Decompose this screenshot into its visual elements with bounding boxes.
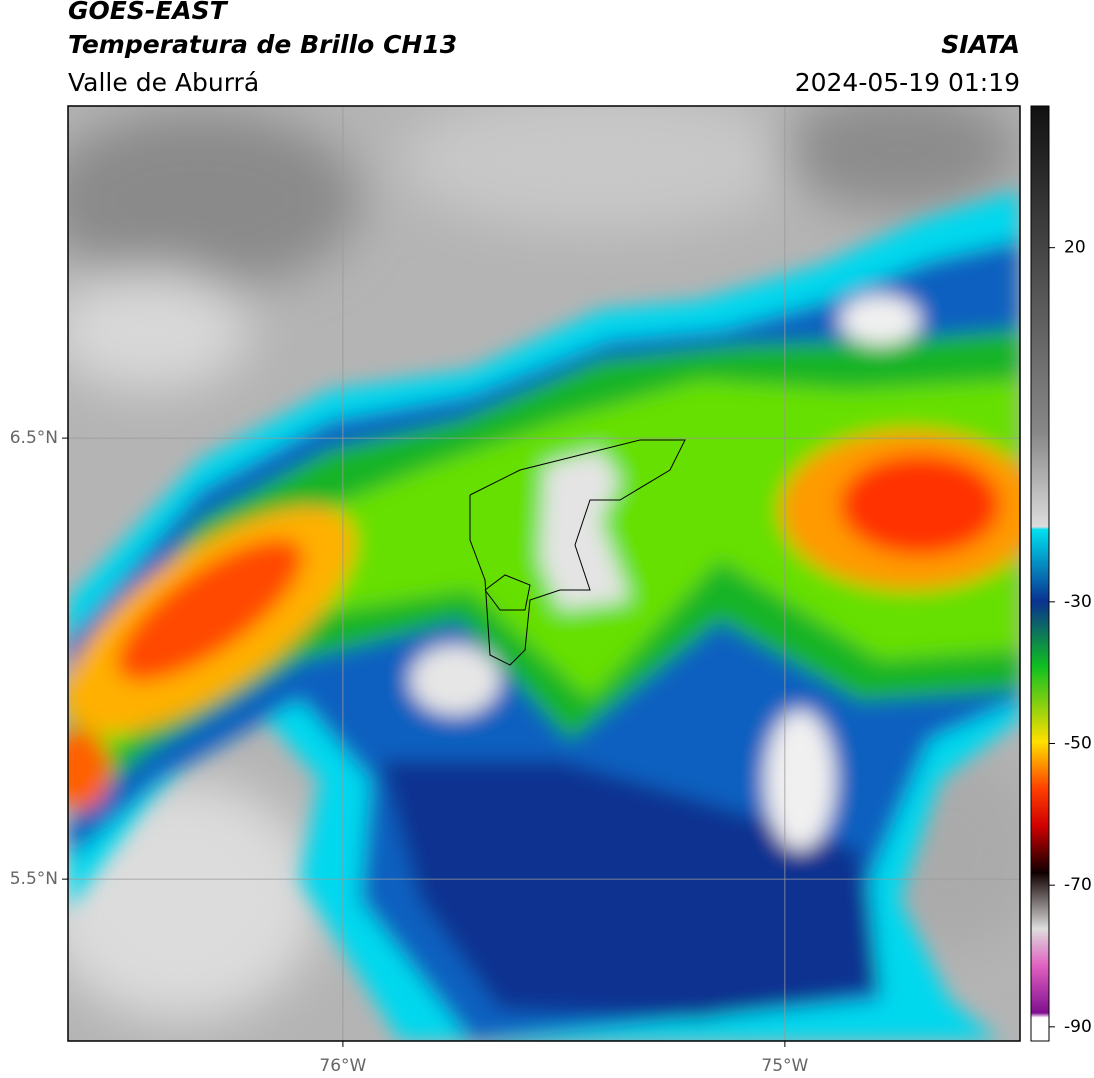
- colorbar-tick-label: -30: [1064, 592, 1092, 612]
- x-tick-label: 75°W: [761, 1056, 808, 1076]
- colorbar-tick-label: -70: [1064, 875, 1092, 895]
- title: GOES-EAST: [68, 0, 227, 25]
- source: SIATA: [941, 30, 1020, 59]
- y-tick-label: 5.5°N: [10, 869, 58, 889]
- colorbar: [1030, 105, 1050, 1042]
- region: Valle de Aburrá: [68, 68, 260, 97]
- satellite-image: [68, 106, 1020, 1041]
- subtitle: Temperatura de Brillo CH13: [68, 30, 458, 59]
- x-tick-label: 76°W: [319, 1056, 366, 1076]
- colorbar-tick-label: 20: [1064, 238, 1086, 258]
- colorbar-tick-label: -50: [1064, 734, 1092, 754]
- y-tick-label: 6.5°N: [10, 428, 58, 448]
- colorbar-tick-label: -90: [1064, 1017, 1092, 1037]
- timestamp: 2024-05-19 01:19: [794, 68, 1020, 97]
- map-frame: [67, 105, 1021, 1042]
